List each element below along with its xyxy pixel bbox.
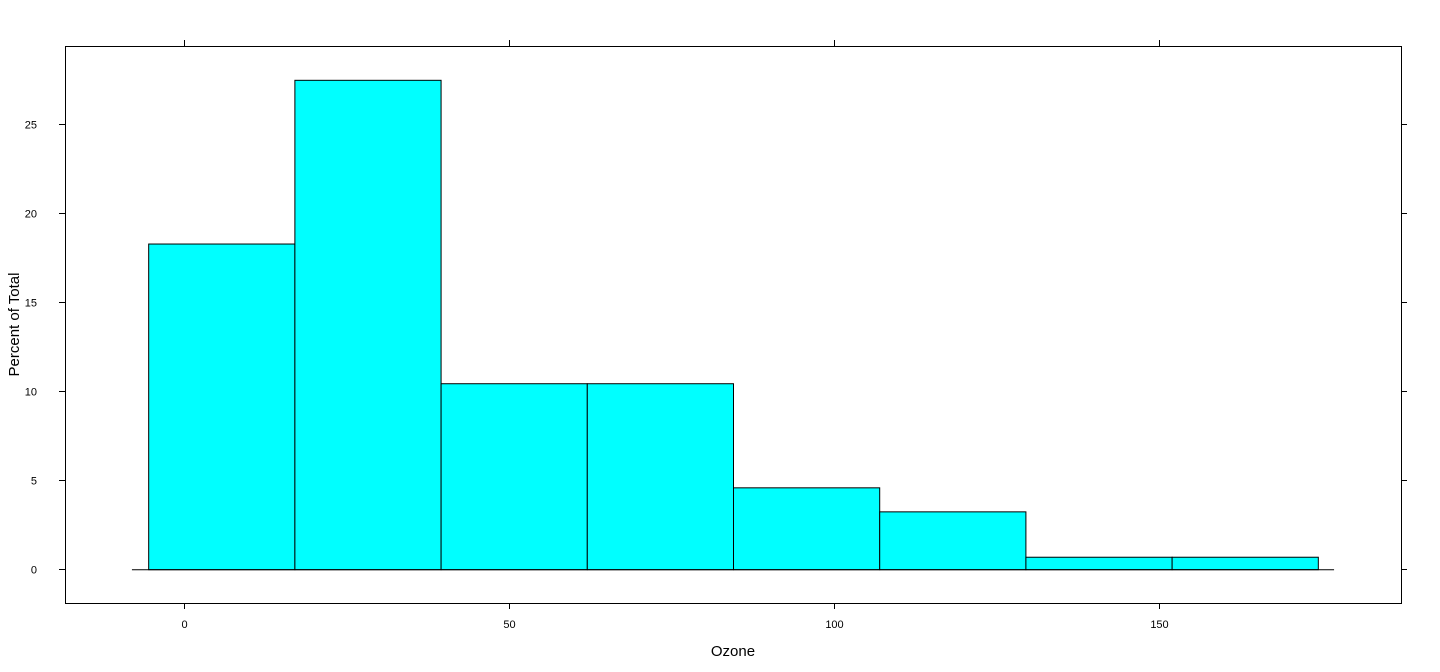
histogram-bar-1 [148, 243, 296, 571]
y-tick-label: 20 [25, 209, 37, 221]
x-tick-label: 50 [503, 619, 515, 631]
y-tick-label: 5 [31, 476, 37, 488]
x-tick-label: 0 [181, 619, 187, 631]
y-tick-label: 25 [25, 120, 37, 132]
x-tick-label: 100 [825, 619, 843, 631]
histogram-bar-6 [879, 511, 1027, 571]
axis-tick-labels: 0 50 100 150 0 5 10 15 20 25 [25, 120, 1169, 632]
plot-panel [65, 46, 1402, 604]
axis-ticks [59, 40, 1407, 609]
histogram-bar-8 [1171, 556, 1319, 571]
histogram-bar-4 [586, 383, 734, 571]
x-tick-label: 150 [1150, 619, 1168, 631]
y-tick-label: 15 [25, 298, 37, 310]
x-axis-title: Ozone [711, 643, 755, 660]
histogram-bar-7 [1025, 556, 1173, 571]
y-tick-label: 0 [31, 565, 37, 577]
y-axis-title: Percent of Total [6, 273, 23, 377]
histogram-bar-5 [733, 487, 881, 571]
histogram-bar-3 [440, 383, 588, 571]
histogram-bars [148, 79, 1319, 571]
y-tick-label: 10 [25, 387, 37, 399]
histogram-bar-2 [294, 79, 442, 571]
